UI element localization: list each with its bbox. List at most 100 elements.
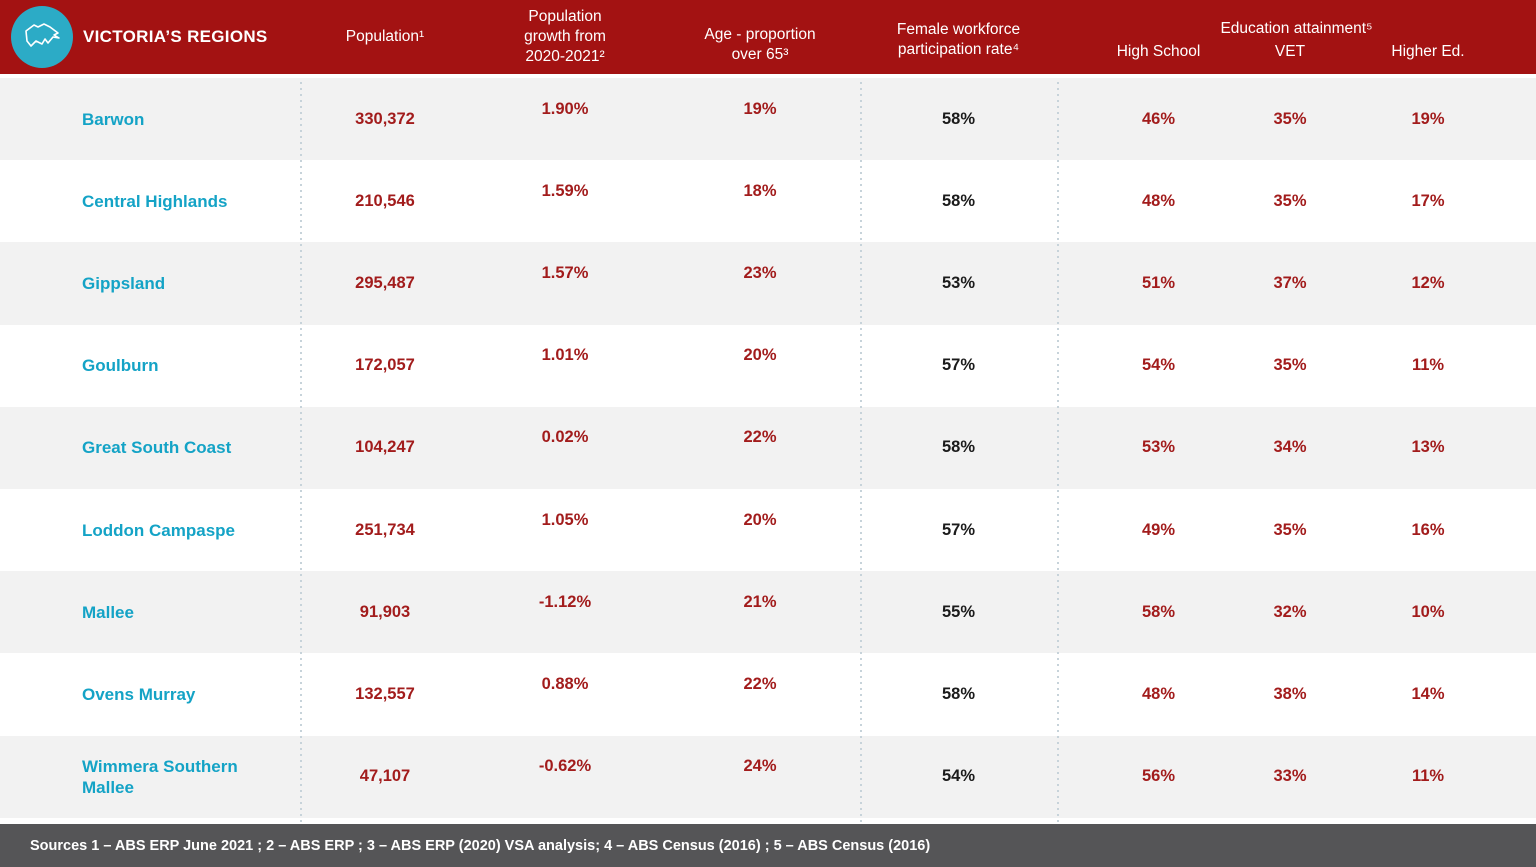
high-school-value: 58%: [1141, 602, 1176, 621]
high-school-value: 56%: [1141, 767, 1176, 786]
region-name-cell: Loddon Campaspe: [0, 520, 300, 541]
region-name-cell: Goulburn: [0, 355, 300, 376]
high-school-value-cell: 48%: [1057, 685, 1260, 704]
region-name-cell: Central Highlands: [0, 191, 300, 212]
female-value: 53%: [941, 273, 976, 292]
high-school-value: 54%: [1141, 356, 1176, 375]
female-header-line1: Female workforce: [896, 21, 1021, 38]
region-name: Great South Coast: [82, 438, 232, 458]
table-row: Loddon Campaspe 251,734 1.05% 20% 57% 49% 35% 1…: [0, 488, 1536, 572]
vet-value: 32%: [1273, 602, 1307, 621]
higher-ed-value-cell: 17%: [1320, 192, 1536, 211]
high-school-header-label: High School: [1116, 42, 1201, 60]
education-group-label: Education attainment⁵: [1220, 19, 1373, 37]
female-value-cell: 55%: [860, 603, 1057, 622]
female-value: 57%: [941, 520, 976, 539]
population-value-cell: 47,107: [300, 767, 470, 786]
victoria-logo: [11, 6, 73, 68]
age-value-cell: 23%: [660, 264, 860, 293]
column-header-age: Age - proportion over 65³: [660, 0, 860, 74]
vet-value: 33%: [1273, 767, 1307, 786]
growth-header-line1: Population: [528, 8, 602, 25]
region-name-cell: Barwon: [0, 109, 300, 130]
population-value: 330,372: [355, 109, 415, 128]
table-row: Mallee 91,903 -1.12% 21% 55% 58% 32% 10%: [0, 571, 1536, 654]
age-value-cell: 22%: [660, 675, 860, 704]
population-value-cell: 295,487: [300, 274, 470, 293]
growth-header-line2: growth from: [524, 28, 606, 45]
growth-value-cell: 0.88%: [470, 675, 660, 704]
region-name: Loddon Campaspe: [82, 520, 236, 540]
population-value-cell: 132,557: [300, 685, 470, 704]
high-school-value-cell: 53%: [1057, 438, 1260, 457]
population-value: 132,557: [355, 684, 415, 703]
vet-value-cell: 32%: [1260, 603, 1320, 622]
population-value-cell: 330,372: [300, 110, 470, 129]
female-value-cell: 53%: [860, 274, 1057, 293]
population-header-label: Population¹: [345, 28, 425, 45]
growth-value-cell: 1.90%: [470, 100, 660, 129]
table-row: Goulburn 172,057 1.01% 20% 57% 54% 35% 11%: [0, 324, 1536, 407]
vet-header-label: VET: [1274, 42, 1306, 60]
growth-value-cell: 1.01%: [470, 346, 660, 375]
sources-text: Sources 1 – ABS ERP June 2021 ; 2 – ABS …: [30, 837, 931, 854]
column-header-female-workforce: Female workforce participation rate⁴: [860, 0, 1057, 74]
region-name: Ovens Murray: [82, 684, 196, 704]
higher-ed-value-cell: 13%: [1320, 438, 1536, 457]
vet-value-cell: 35%: [1260, 192, 1320, 211]
age-header-line2: over 65³: [731, 46, 789, 63]
higher-ed-value: 10%: [1411, 602, 1445, 621]
female-value-cell: 58%: [860, 110, 1057, 129]
growth-value-cell: 0.02%: [470, 428, 660, 457]
vet-value-cell: 35%: [1260, 521, 1320, 540]
female-value-cell: 58%: [860, 685, 1057, 704]
higher-ed-value-cell: 10%: [1320, 603, 1536, 622]
higher-ed-header-label: Higher Ed.: [1391, 42, 1465, 60]
table-body: Barwon 330,372 1.90% 19% 58% 46% 35% 19% Central…: [0, 78, 1536, 818]
region-name: Mallee: [82, 602, 134, 622]
higher-ed-value: 16%: [1411, 520, 1445, 539]
vet-value-cell: 35%: [1260, 356, 1320, 375]
growth-value: -0.62%: [538, 757, 592, 776]
region-name-cell: Wimmera Southern Mallee: [0, 756, 300, 798]
column-divider-2: [860, 82, 862, 822]
region-name: Barwon: [82, 109, 145, 129]
growth-value-cell: 1.05%: [470, 511, 660, 540]
population-value-cell: 251,734: [300, 521, 470, 540]
growth-value: 0.02%: [541, 428, 589, 447]
female-value: 57%: [941, 356, 976, 375]
population-value-cell: 91,903: [300, 603, 470, 622]
growth-value-cell: 1.57%: [470, 264, 660, 293]
table-row: Great South Coast 104,247 0.02% 22% 58% 53% 34…: [0, 406, 1536, 489]
column-divider-3: [1057, 82, 1059, 822]
population-value: 104,247: [355, 438, 415, 457]
sources-footer: Sources 1 – ABS ERP June 2021 ; 2 – ABS …: [0, 824, 1536, 867]
table-row: Central Highlands 210,546 1.59% 18% 58% 48% 35…: [0, 160, 1536, 243]
population-value-cell: 104,247: [300, 438, 470, 457]
column-divider-1: [300, 82, 302, 822]
age-value: 22%: [743, 428, 777, 447]
region-name-cell: Ovens Murray: [0, 684, 300, 705]
higher-ed-value: 13%: [1411, 438, 1445, 457]
female-value-cell: 54%: [860, 767, 1057, 786]
female-header-line2: participation rate⁴: [897, 41, 1020, 58]
region-name-cell: Gippsland: [0, 273, 300, 294]
population-value: 172,057: [355, 356, 415, 375]
vet-value: 34%: [1273, 438, 1307, 457]
growth-value: 0.88%: [541, 674, 589, 693]
high-school-value-cell: 49%: [1057, 521, 1260, 540]
population-value-cell: 210,546: [300, 192, 470, 211]
victoria-outline-icon: [25, 23, 60, 47]
age-value: 20%: [743, 346, 777, 365]
female-value: 54%: [941, 767, 976, 786]
female-value-cell: 57%: [860, 356, 1057, 375]
table-row: Gippsland 295,487 1.57% 23% 53% 51% 37% 12%: [0, 242, 1536, 325]
growth-value: 1.05%: [541, 510, 589, 529]
age-value: 22%: [743, 674, 777, 693]
higher-ed-value: 12%: [1411, 273, 1445, 292]
growth-value-cell: -1.12%: [470, 593, 660, 622]
age-value: 19%: [743, 99, 777, 118]
high-school-value: 46%: [1141, 109, 1176, 128]
growth-value: 1.59%: [541, 181, 589, 200]
age-value-cell: 22%: [660, 428, 860, 457]
